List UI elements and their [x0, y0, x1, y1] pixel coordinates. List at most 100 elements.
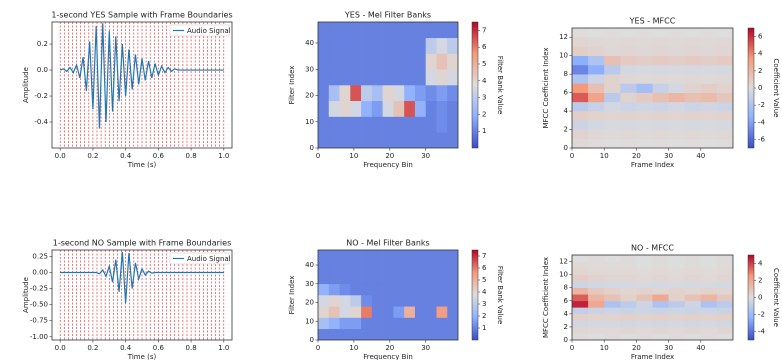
- axes-frame: [317, 249, 459, 341]
- chart-title: 1-second NO Sample with Frame Boundaries: [53, 239, 232, 248]
- heatmap-cell: [684, 287, 702, 295]
- heatmap-cell: [382, 328, 394, 340]
- heatmap-cell: [716, 294, 733, 302]
- x-tick-label: 20: [385, 344, 394, 352]
- heatmap-cell: [382, 53, 394, 70]
- heatmap-cell: [716, 92, 733, 103]
- plot-area: [59, 22, 225, 148]
- x-tick-label: 0.8: [186, 344, 197, 352]
- heatmap-cell: [668, 101, 685, 112]
- heatmap-cell: [350, 116, 362, 133]
- colorbar-tick-label: 2: [758, 277, 762, 285]
- heatmap-cell: [700, 55, 718, 66]
- heatmap-cell: [382, 22, 394, 39]
- heatmap-cell: [572, 307, 589, 315]
- heatmap-cell: [414, 85, 426, 102]
- heatmap-cell: [361, 37, 373, 54]
- heatmap-cell: [447, 132, 458, 148]
- heatmap-cell: [339, 69, 351, 86]
- heatmap-cell: [700, 326, 718, 334]
- heatmap-cell: [716, 333, 733, 340]
- heatmap-cell: [604, 313, 621, 321]
- colorbar-tick-label: -6: [758, 135, 766, 143]
- colorbar-tick-label: 2: [482, 110, 486, 118]
- x-axis-label: Frame Index: [631, 353, 674, 360]
- heatmap-cell: [684, 111, 702, 121]
- heatmap-cell: [716, 111, 733, 121]
- heatmap-cell: [339, 37, 351, 54]
- heatmap-cell: [636, 261, 653, 269]
- subplot: -4 -2 0 2 4 Coefficient Value 0 10 20 30 40 0 2 4 6 8 10…: [542, 244, 780, 360]
- heatmap-cell: [404, 100, 416, 117]
- legend-label: Audio Signal: [187, 255, 231, 263]
- y-tick-label: -0.50: [30, 301, 48, 309]
- heatmap-cell: [339, 250, 351, 262]
- plot-area: [59, 250, 225, 340]
- colorbar-tick-label: 7: [482, 252, 486, 260]
- heatmap-cell: [620, 281, 637, 288]
- heatmap-cell: [700, 138, 718, 148]
- heatmap-cell: [604, 101, 621, 112]
- heatmap-cell: [588, 326, 605, 334]
- heatmap-cell: [652, 300, 669, 308]
- heatmap-cell: [636, 64, 653, 75]
- heatmap-cell: [668, 313, 685, 321]
- y-axis-label: MFCC Coefficient Index: [542, 47, 550, 128]
- heatmap-cell: [361, 283, 373, 296]
- heatmap-cell: [620, 111, 637, 121]
- heatmap-cell: [652, 101, 669, 112]
- heatmap-cell: [436, 69, 448, 86]
- heatmap-cell: [572, 138, 589, 148]
- heatmap-cell: [328, 250, 340, 262]
- heatmap-cell: [393, 132, 405, 148]
- heatmap-cell: [620, 255, 637, 262]
- heatmap-cell: [318, 132, 330, 148]
- heatmap-cell: [636, 320, 653, 328]
- heatmap-cell: [620, 307, 637, 315]
- heatmap-cell: [371, 250, 383, 262]
- heatmap-cell: [700, 255, 718, 262]
- heatmap-cell: [404, 261, 416, 273]
- heatmap-cell: [572, 313, 589, 321]
- heatmap-cell: [328, 100, 340, 117]
- heatmap-cell: [588, 138, 605, 148]
- heatmap-cell: [700, 294, 718, 302]
- heatmap-cell: [684, 101, 702, 112]
- heatmap-cell: [425, 295, 437, 307]
- heatmap-cell: [447, 85, 458, 102]
- heatmap-cell: [716, 261, 733, 269]
- heatmap-cell: [620, 101, 637, 112]
- heatmap-cell: [668, 287, 685, 295]
- x-tick-label: 0: [570, 152, 574, 160]
- heatmap-cell: [652, 92, 669, 103]
- colorbar: [747, 254, 755, 341]
- heatmap-cell: [414, 100, 426, 117]
- heatmap-cell: [404, 85, 416, 102]
- colorbar-tick-label: 3: [482, 94, 486, 102]
- heatmap-cell: [652, 37, 669, 47]
- colorbar-tick-label: 3: [482, 300, 486, 308]
- heatmap-cell: [339, 85, 351, 102]
- heatmap-cell: [668, 261, 685, 269]
- heatmap-cell: [636, 92, 653, 103]
- y-tick-label: 0.25: [32, 252, 48, 260]
- heatmap-cell: [572, 274, 589, 282]
- x-tick-label: 20: [385, 152, 394, 160]
- heatmap-cell: [425, 132, 437, 148]
- heatmap-cell: [588, 37, 605, 47]
- heatmap-cell: [604, 300, 621, 308]
- heatmap-cell: [350, 69, 362, 86]
- heatmap-cell: [588, 320, 605, 328]
- heatmap-cell: [716, 120, 733, 130]
- heatmap-cell: [425, 116, 437, 133]
- x-tick-label: 10: [349, 152, 358, 160]
- heatmap-cell: [339, 22, 351, 39]
- heatmap-cell: [700, 300, 718, 308]
- heatmap-cell: [371, 328, 383, 340]
- heatmap-cell: [684, 307, 702, 315]
- subplot: 1 2 3 4 5 6 7 Filter Bank Value 0 10 20 30 0 10 20 30 40…: [288, 11, 504, 170]
- heatmap-cell: [604, 307, 621, 315]
- heatmap-cell: [700, 287, 718, 295]
- heatmap-cell: [652, 281, 669, 288]
- y-tick-label: 12: [559, 258, 568, 266]
